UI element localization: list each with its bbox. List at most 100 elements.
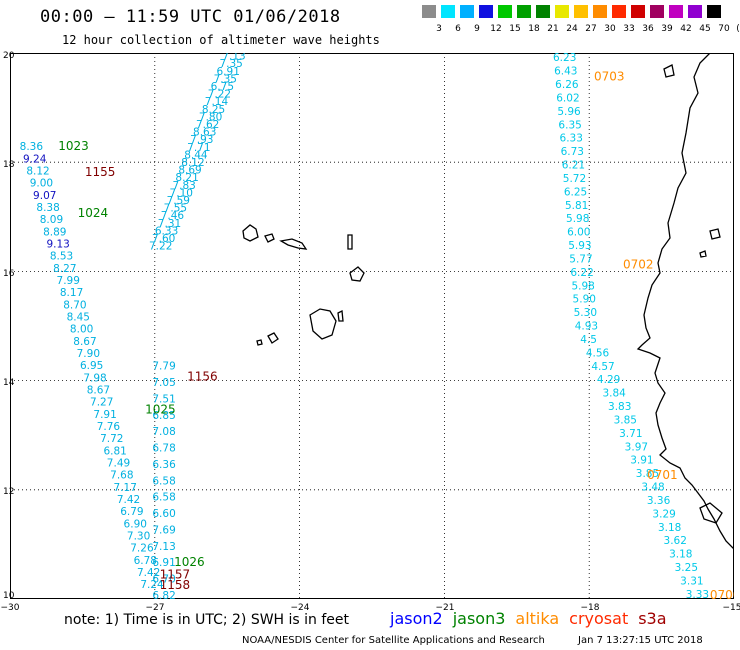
credit-line: NOAA/NESDIS Center for Satellite Applica… — [242, 635, 545, 646]
pass-time-label: 1026 — [174, 555, 205, 569]
page-title: 00:00 – 11:59 UTC 01/06/2018 — [40, 7, 341, 27]
swh-value: 6.91 — [152, 557, 175, 569]
swh-value: 7.91 — [93, 409, 116, 421]
swh-value: 4.56 — [586, 347, 610, 359]
swh-value: 7.93 — [190, 134, 213, 146]
swh-value: 7.72 — [100, 433, 123, 445]
swh-value: 3.18 — [669, 549, 692, 561]
pass-time-label: 1024 — [78, 206, 109, 220]
scale-swatch — [649, 4, 665, 19]
scale-label: 42 — [680, 24, 692, 34]
pass-time-label: 1023 — [58, 139, 89, 153]
land-outlines — [242, 53, 734, 550]
lat-label: 14 — [3, 378, 15, 388]
scale-swatch — [668, 4, 684, 19]
swh-value: 8.53 — [50, 251, 73, 263]
swh-value: 5.98 — [566, 213, 589, 225]
swh-value: 7.35 — [219, 58, 242, 70]
swh-value: 7.08 — [152, 426, 175, 438]
swh-value: 5.81 — [565, 200, 588, 212]
map-plot[interactable]: 7.137.356.917.356.757.227.148.257.807.62… — [10, 53, 734, 599]
swh-value: 8.12 — [181, 157, 204, 169]
lon-label: −21 — [435, 603, 455, 613]
scale-label: (ft) — [736, 24, 740, 34]
scale-label: 24 — [566, 24, 578, 34]
swh-value: 3.83 — [608, 401, 631, 413]
swh-value: 8.27 — [53, 263, 76, 275]
swh-value: 4.57 — [591, 361, 614, 373]
scale-swatch — [535, 4, 551, 19]
pass-time-label: 0703 — [594, 69, 625, 83]
swh-value: 4.5 — [580, 334, 597, 346]
swh-value: 3.71 — [619, 428, 642, 440]
swh-value: 9.00 — [30, 178, 53, 190]
swh-value: 3.97 — [625, 441, 648, 453]
swh-value: 7.42 — [117, 494, 140, 506]
swh-value: 7.98 — [83, 372, 106, 384]
swh-value: 6.79 — [120, 506, 143, 518]
swh-value: 9.24 — [23, 153, 47, 165]
scale-label: 21 — [547, 24, 559, 34]
swh-value: 5.90 — [573, 294, 596, 306]
swh-value: 9.13 — [46, 238, 69, 250]
swh-value: 7.10 — [170, 187, 193, 199]
swh-value: 7.59 — [167, 195, 190, 207]
scale-swatch — [630, 4, 646, 19]
map-frame — [10, 53, 734, 599]
coastal-islet-2 — [709, 228, 721, 240]
swh-value: 7.26 — [130, 543, 154, 555]
scale-label: 6 — [455, 24, 461, 34]
units-note: note: 1) Time is in UTC; 2) SWH is in fe… — [64, 612, 350, 628]
swh-value: 8.67 — [73, 336, 96, 348]
swh-value: 6.70 — [152, 574, 175, 586]
scale-swatch — [573, 4, 589, 19]
scale-swatch — [516, 4, 532, 19]
lat-label: 12 — [3, 487, 15, 497]
swh-value: 9.07 — [33, 190, 56, 202]
swh-value: 6.78 — [134, 555, 157, 567]
swh-value: 7.68 — [110, 470, 133, 482]
swh-value: 7.83 — [172, 180, 195, 192]
swh-value: 7.30 — [127, 530, 150, 542]
swh-value: 6.81 — [103, 445, 126, 457]
swh-value: 8.25 — [202, 104, 225, 116]
scale-label: 18 — [528, 24, 540, 34]
swh-value: 8.69 — [178, 165, 201, 177]
swh-value: 7.17 — [114, 482, 137, 494]
swh-value: 5.98 — [571, 280, 594, 292]
swh-value: 6.36 — [152, 459, 176, 471]
swh-value: 6.91 — [217, 66, 240, 78]
swh-value: 6.82 — [152, 590, 175, 599]
swh-value: 7.13 — [222, 53, 245, 63]
legend-altika: altika — [515, 609, 560, 628]
lat-label: 18 — [3, 160, 15, 170]
swh-value: 6.00 — [567, 227, 590, 239]
scale-label: 36 — [642, 24, 654, 34]
lon-label: −24 — [290, 603, 310, 613]
swh-value: 8.36 — [20, 141, 44, 153]
swh-value: 5.30 — [574, 307, 597, 319]
swh-value: 6.02 — [556, 92, 579, 104]
pass-time-label: 1156 — [187, 370, 218, 384]
swh-value: 8.12 — [26, 166, 49, 178]
scale-swatch — [706, 4, 722, 19]
swh-value: 3.29 — [652, 508, 675, 520]
lon-label: −15 — [722, 603, 740, 613]
swh-value: 3.33 — [686, 589, 709, 599]
scale-label: 30 — [604, 24, 616, 34]
scale-swatch — [497, 4, 513, 19]
swh-value: 6.25 — [564, 186, 587, 198]
pass-time-label: 1158 — [160, 578, 191, 592]
swh-value: 8.21 — [175, 172, 198, 184]
swh-value: 7.31 — [158, 218, 181, 230]
swh-value: 6.33 — [155, 225, 178, 237]
lat-label: 16 — [3, 269, 15, 279]
lat-label: 20 — [3, 51, 15, 61]
scale-label: 27 — [585, 24, 597, 34]
swh-value: 7.13 — [152, 541, 175, 553]
scale-label: 39 — [661, 24, 673, 34]
swh-value: 7.60 — [152, 233, 175, 245]
swh-value: 7.46 — [161, 210, 185, 222]
legend-cryosat: cryosat — [569, 609, 629, 628]
